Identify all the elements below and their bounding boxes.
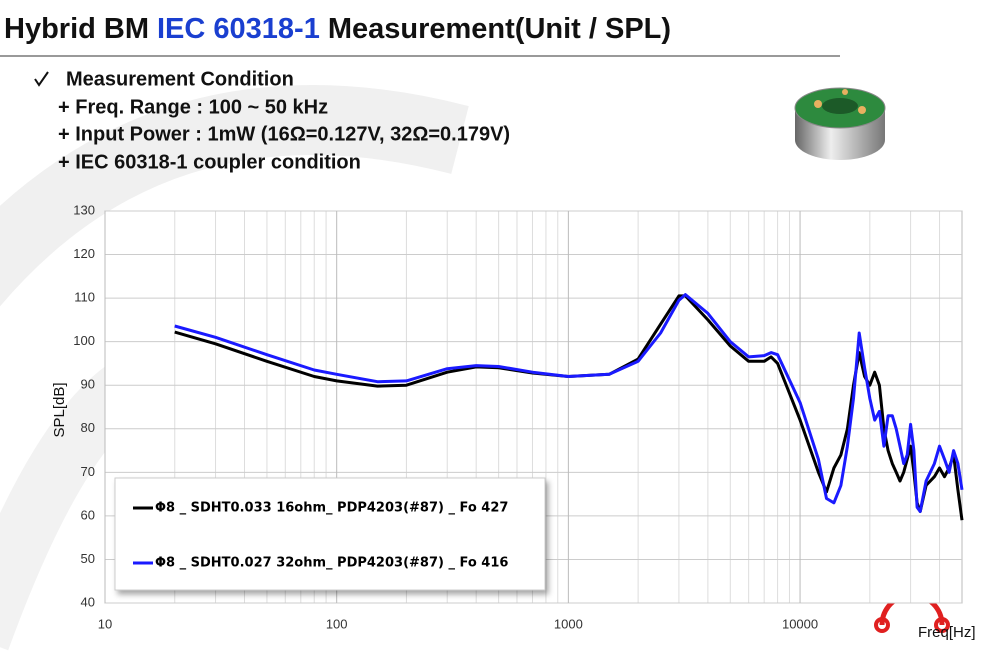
series-line bbox=[174, 293, 964, 513]
y-tick-label: 50 bbox=[81, 551, 95, 566]
condition: + Input Power : 1mW (16Ω=0.127V, 32Ω=0.1… bbox=[58, 123, 510, 145]
condition-heading: Measurement Condition bbox=[66, 68, 294, 90]
y-tick-label: 60 bbox=[81, 507, 95, 522]
plot: 40 50 60 70 80 90 100 110 120 130 10 100 1000 10000 SP… bbox=[51, 202, 976, 641]
y-tick-label: 90 bbox=[81, 377, 95, 392]
y-axis-label: SPL[dB] bbox=[51, 382, 68, 437]
y-tick-label: 40 bbox=[81, 594, 95, 609]
x-tick-label: 10000 bbox=[782, 616, 818, 631]
y-tick-label: 110 bbox=[74, 290, 95, 305]
title-part: Hybrid BM bbox=[4, 13, 149, 45]
legend-box bbox=[114, 477, 546, 591]
x-axis-label: Freq[Hz] bbox=[918, 624, 976, 641]
y-tick-label: 100 bbox=[73, 333, 95, 348]
title-part: Measurement(Unit / SPL) bbox=[328, 13, 671, 45]
title-highlight: IEC 60318-1 bbox=[157, 13, 320, 45]
y-tick-label: 70 bbox=[81, 464, 95, 479]
condition: + Freq. Range : 100 ~ 50 kHz bbox=[58, 96, 328, 118]
legend-label: Φ8 _ SDHT0.027 32ohm_ PDP4203(#87) _ Fo … bbox=[155, 556, 508, 571]
x-tick-label: 10 bbox=[98, 616, 112, 631]
driver-image bbox=[794, 87, 886, 160]
y-tick-label: 120 bbox=[73, 246, 95, 261]
legend-label: Φ8 _ SDHT0.033 16ohm_ PDP4203(#87) _ Fo … bbox=[155, 501, 508, 516]
y-tick-label: 80 bbox=[81, 420, 95, 435]
x-tick-label: 100 bbox=[326, 616, 348, 631]
bg-swoosh bbox=[0, 85, 469, 307]
x-tick-label: 1000 bbox=[554, 616, 583, 631]
check-icon bbox=[34, 71, 49, 87]
condition: + IEC 60318-1 coupler condition bbox=[58, 151, 361, 173]
y-tick-label: 130 bbox=[73, 202, 95, 217]
title: Hybrid BM IEC 60318-1 Measurement(Unit / S… bbox=[4, 13, 671, 45]
